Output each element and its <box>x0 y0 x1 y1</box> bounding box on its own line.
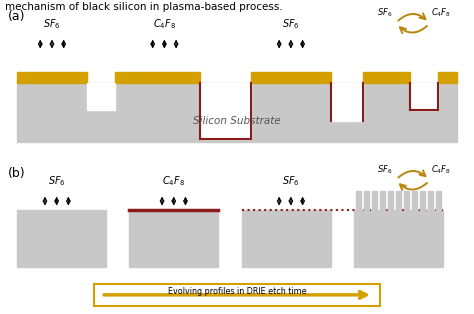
Bar <box>428 191 433 210</box>
Bar <box>364 72 410 83</box>
Text: (b): (b) <box>8 167 25 180</box>
Text: $C_4F_8$: $C_4F_8$ <box>431 6 451 19</box>
Bar <box>87 83 115 110</box>
Bar <box>365 191 369 210</box>
Bar <box>331 83 364 122</box>
Bar <box>404 191 409 210</box>
Bar <box>373 191 377 210</box>
Text: $C_4F_8$: $C_4F_8$ <box>153 17 176 31</box>
Bar <box>420 191 425 210</box>
Text: mechanism of black silicon in plasma-based process.: mechanism of black silicon in plasma-bas… <box>5 2 283 12</box>
Bar <box>412 191 417 210</box>
Bar <box>396 191 401 210</box>
Bar <box>129 210 218 267</box>
Bar <box>388 191 393 210</box>
Bar <box>17 210 106 267</box>
Bar <box>251 72 331 83</box>
Bar <box>380 191 385 210</box>
Text: Silicon Substrate: Silicon Substrate <box>193 116 281 127</box>
Bar <box>354 210 443 267</box>
Text: $C_4F_8$: $C_4F_8$ <box>162 174 185 188</box>
Text: $SF_6$: $SF_6$ <box>377 163 392 176</box>
Text: $SF_6$: $SF_6$ <box>282 17 300 31</box>
Bar <box>356 191 361 210</box>
Text: $SF_6$: $SF_6$ <box>377 6 392 19</box>
Bar <box>410 83 438 110</box>
Bar <box>17 83 457 142</box>
Text: $C_4F_8$: $C_4F_8$ <box>431 163 451 176</box>
Bar <box>17 72 87 83</box>
Bar <box>436 191 441 210</box>
Text: Evolving profiles in DRIE etch time: Evolving profiles in DRIE etch time <box>168 287 306 296</box>
Text: $SF_6$: $SF_6$ <box>48 174 65 188</box>
Text: $SF_6$: $SF_6$ <box>43 17 61 31</box>
Bar <box>115 72 200 83</box>
Bar <box>438 72 457 83</box>
Bar <box>242 210 331 267</box>
Bar <box>200 83 251 139</box>
Text: (a): (a) <box>8 10 25 23</box>
Text: $SF_6$: $SF_6$ <box>282 174 300 188</box>
FancyBboxPatch shape <box>94 284 380 306</box>
